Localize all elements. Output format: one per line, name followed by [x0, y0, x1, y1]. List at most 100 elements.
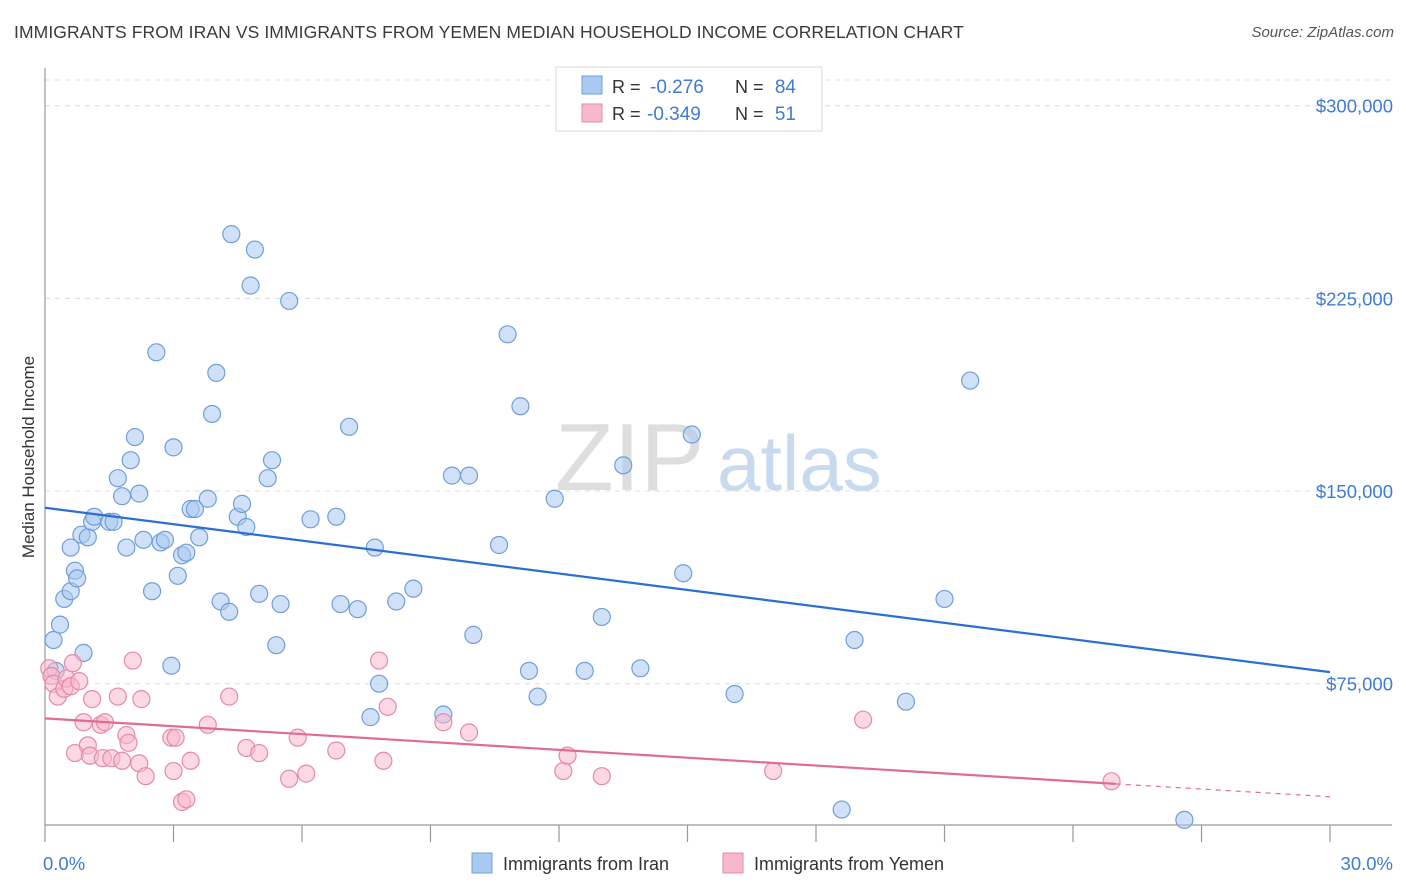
iran-point — [245, 240, 264, 259]
iran-point — [117, 538, 136, 557]
series-legend: Immigrants from Iran Immigrants from Yem… — [471, 852, 944, 874]
iran-point — [271, 594, 290, 614]
iran-point — [280, 291, 299, 311]
yemen-point — [136, 767, 155, 786]
iran-point — [198, 489, 217, 508]
legend-r-label-iran: R = — [612, 77, 641, 97]
iran-point — [361, 708, 380, 727]
legend-bottom-swatch-iran — [471, 852, 493, 874]
iran-point — [202, 404, 222, 424]
yemen-point — [764, 761, 783, 781]
yemen-point — [83, 690, 102, 709]
legend-bottom-label-yemen: Immigrants from Yemen — [754, 854, 944, 874]
y-tick-label: $75,000 — [1326, 674, 1393, 695]
iran-point — [832, 800, 851, 819]
y-axis-label: Median Household Income — [19, 356, 38, 558]
yemen-point — [434, 713, 453, 732]
iran-point — [68, 569, 87, 588]
iran-point — [190, 528, 209, 547]
iran-point — [489, 535, 509, 555]
yemen-point — [459, 723, 479, 742]
iran-point — [674, 564, 693, 583]
axes — [44, 68, 1392, 842]
x-tick-label-max: 30.0% — [1341, 853, 1393, 874]
legend-r-value-yemen: -0.349 — [647, 104, 701, 125]
watermark: ZIP atlas — [555, 404, 882, 511]
yemen-point — [70, 672, 89, 691]
iran-point — [404, 579, 423, 598]
iran-point — [545, 489, 564, 508]
iran-point — [370, 674, 389, 693]
iran-point — [78, 528, 97, 547]
yemen-point — [166, 728, 185, 747]
iran-point — [232, 494, 252, 513]
legend-r-value-iran: -0.276 — [650, 77, 704, 98]
stats-legend: R = -0.276 N = 84 R = -0.349 N = 51 — [555, 66, 823, 132]
iran-point — [387, 592, 406, 611]
yemen-point — [132, 690, 151, 709]
iran-point — [331, 594, 350, 614]
iran-point — [267, 636, 286, 655]
iran-point — [631, 659, 650, 678]
yemen-point — [220, 687, 239, 706]
yemen-point — [327, 741, 346, 760]
iran-point — [112, 487, 132, 506]
chart-title: IMMIGRANTS FROM IRAN VS IMMIGRANTS FROM … — [14, 22, 964, 42]
y-tick-label: $150,000 — [1316, 481, 1393, 502]
yemen-point — [198, 715, 217, 734]
iran-point — [528, 687, 547, 706]
yemen-point — [592, 767, 611, 786]
yemen-trendline — [44, 717, 1116, 785]
iran-point — [896, 692, 916, 711]
legend-bottom-swatch-yemen — [722, 852, 744, 874]
iran-point — [250, 584, 269, 603]
legend-n-value-iran: 84 — [775, 77, 797, 98]
iran-point — [185, 499, 205, 519]
yemen-point — [181, 751, 200, 770]
yemen-point — [112, 751, 132, 770]
iran-point — [592, 607, 611, 627]
iran-point — [464, 625, 483, 644]
iran-point — [168, 566, 187, 585]
iran-point — [262, 451, 282, 470]
iran-point — [177, 543, 196, 562]
legend-n-label-iran: N = — [735, 77, 764, 97]
legend-swatch-iran — [581, 75, 603, 95]
iran-point — [125, 427, 145, 447]
iran-point — [258, 469, 277, 488]
iran-point — [340, 417, 359, 436]
iran-point — [61, 538, 80, 557]
iran-point — [134, 530, 153, 549]
y-tick-labels: $75,000 $150,000 $225,000 $300,000 — [1316, 96, 1393, 695]
yemen-trendline-extension — [1115, 783, 1331, 798]
yemen-point — [108, 687, 127, 706]
iran-point — [44, 630, 63, 650]
iran-point — [142, 582, 162, 601]
legend-n-label-yemen: N = — [735, 104, 764, 124]
iran-point — [222, 225, 241, 244]
legend-swatch-yemen — [581, 103, 603, 123]
iran-point — [121, 451, 140, 470]
iran-point — [682, 425, 701, 444]
iran-point — [442, 466, 462, 485]
yemen-point — [119, 733, 138, 752]
iran-point — [155, 530, 175, 549]
yemen-point — [164, 761, 183, 781]
yemen-point — [378, 697, 397, 716]
iran-point — [511, 397, 530, 416]
yemen-point — [854, 710, 873, 729]
iran-point — [935, 589, 954, 609]
iran-point — [575, 661, 594, 680]
iran-point — [237, 517, 256, 537]
yemen-point — [370, 651, 389, 670]
x-tick-label-min: 0.0% — [43, 853, 85, 874]
yemen-point — [280, 769, 299, 788]
yemen-point — [177, 790, 196, 809]
yemen-point — [74, 713, 93, 732]
iran-point — [241, 276, 260, 295]
iran-point — [108, 469, 127, 488]
x-tick-labels: 0.0% 30.0% — [43, 853, 1393, 874]
trendlines — [44, 506, 1331, 798]
yemen-point — [1102, 772, 1121, 791]
watermark-zip: ZIP — [555, 404, 704, 511]
